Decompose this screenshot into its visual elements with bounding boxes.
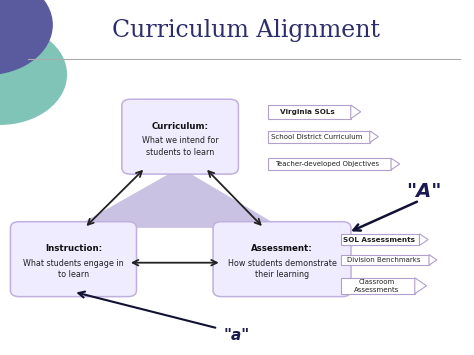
Polygon shape: [73, 168, 282, 228]
Text: Instruction:: Instruction:: [45, 244, 102, 253]
Text: Curriculum:: Curriculum:: [152, 122, 209, 131]
Text: Curriculum Alignment: Curriculum Alignment: [112, 19, 381, 42]
Text: Virginia SOLs: Virginia SOLs: [280, 109, 335, 115]
Text: How students demonstrate
their learning: How students demonstrate their learning: [228, 259, 337, 279]
Text: What we intend for
students to learn: What we intend for students to learn: [142, 136, 219, 157]
FancyBboxPatch shape: [122, 99, 238, 174]
FancyBboxPatch shape: [10, 222, 137, 296]
Text: Division Benchmarks: Division Benchmarks: [346, 257, 420, 263]
Circle shape: [0, 25, 66, 124]
Polygon shape: [351, 105, 361, 119]
Polygon shape: [370, 131, 378, 142]
FancyBboxPatch shape: [268, 131, 370, 142]
Polygon shape: [419, 234, 428, 246]
Text: SOL Assessments: SOL Assessments: [343, 237, 415, 242]
Text: "A": "A": [407, 182, 442, 201]
Polygon shape: [415, 278, 427, 294]
FancyBboxPatch shape: [268, 105, 351, 119]
Circle shape: [0, 0, 52, 75]
Text: Assessment:: Assessment:: [251, 244, 313, 253]
FancyBboxPatch shape: [341, 234, 419, 246]
FancyBboxPatch shape: [268, 158, 391, 170]
Text: What students engage in
to learn: What students engage in to learn: [23, 259, 124, 279]
Text: Teacher-developed Objectives: Teacher-developed Objectives: [275, 161, 379, 167]
Polygon shape: [391, 158, 400, 170]
Polygon shape: [429, 255, 437, 265]
FancyBboxPatch shape: [341, 278, 415, 294]
FancyBboxPatch shape: [341, 255, 429, 265]
Text: Classroom
Assessments: Classroom Assessments: [354, 279, 399, 293]
Text: "a": "a": [224, 328, 250, 343]
FancyBboxPatch shape: [213, 222, 351, 296]
Text: School District Curriculum: School District Curriculum: [271, 134, 363, 140]
